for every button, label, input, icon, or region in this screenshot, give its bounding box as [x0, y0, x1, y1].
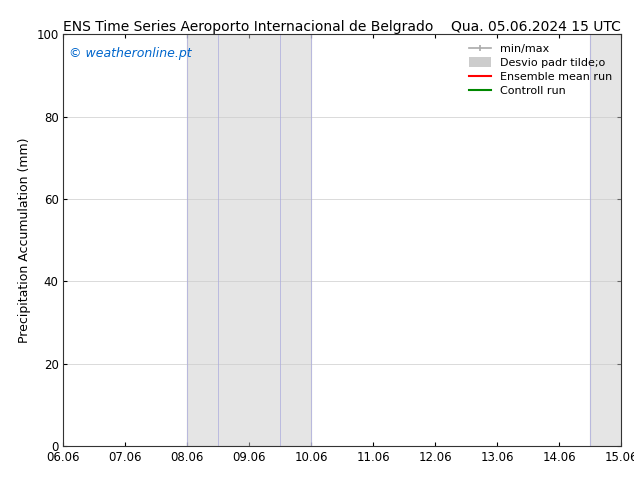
Text: ENS Time Series Aeroporto Internacional de Belgrado: ENS Time Series Aeroporto Internacional … [63, 20, 434, 34]
Text: Qua. 05.06.2024 15 UTC: Qua. 05.06.2024 15 UTC [451, 20, 621, 34]
Bar [590, 34, 634, 446]
Y-axis label: Precipitation Accumulation (mm): Precipitation Accumulation (mm) [18, 137, 30, 343]
Text: © weatheronline.pt: © weatheronline.pt [69, 47, 191, 60]
Bar [188, 34, 311, 446]
Legend: min/max, Desvio padr tilde;o, Ensemble mean run, Controll run: min/max, Desvio padr tilde;o, Ensemble m… [466, 40, 616, 99]
